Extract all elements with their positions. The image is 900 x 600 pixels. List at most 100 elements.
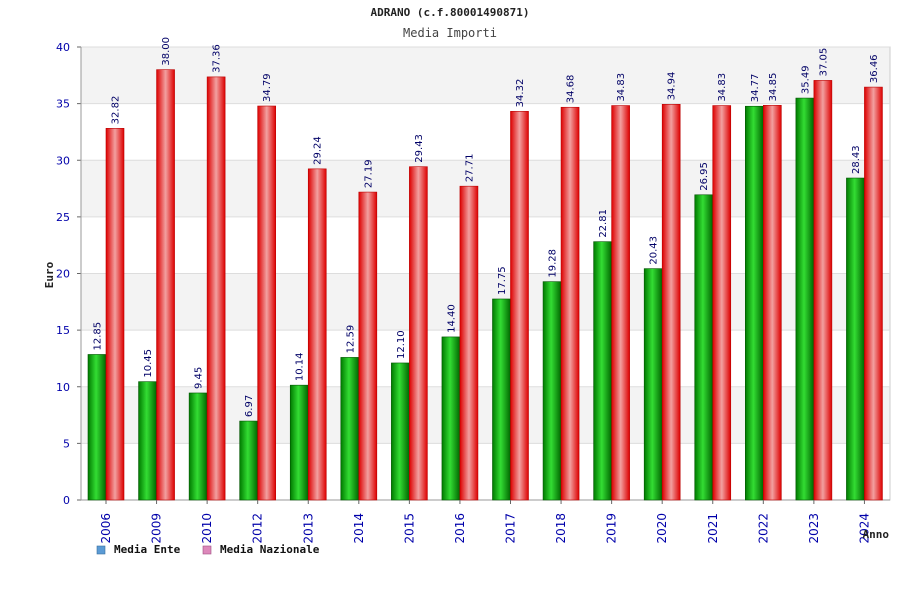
x-tick-label-2023: 2023 bbox=[807, 513, 821, 544]
label-media-nazionale-2014: 27.19 bbox=[363, 159, 374, 188]
label-media-ente-2015: 12.10 bbox=[396, 330, 407, 359]
bar-media-ente-2016 bbox=[441, 336, 461, 501]
label-media-ente-2021: 26.95 bbox=[699, 162, 710, 191]
label-media-nazionale-2020: 34.94 bbox=[667, 72, 678, 101]
bar-media-nazionale-2010 bbox=[206, 76, 226, 501]
label-media-ente-2020: 20.43 bbox=[649, 236, 660, 265]
label-media-ente-2016: 14.40 bbox=[446, 304, 457, 333]
y-tick-label: 35 bbox=[56, 98, 70, 111]
bar-media-ente-2024 bbox=[846, 177, 865, 501]
bar-media-nazionale-2006 bbox=[105, 128, 125, 501]
bar-media-nazionale-2012 bbox=[257, 105, 276, 501]
label-media-ente-2013: 10.14 bbox=[295, 353, 306, 382]
legend-label-media-nazionale: Media Nazionale bbox=[220, 543, 320, 556]
y-tick-label: 25 bbox=[56, 211, 70, 224]
x-axis-ticks: 2006 2009 2010 2012 2013 2014 2015 2016 2017 2018… bbox=[99, 500, 871, 544]
label-media-nazionale-2012: 34.79 bbox=[262, 73, 273, 102]
label-media-nazionale-2024: 36.46 bbox=[869, 54, 880, 83]
legend-swatch-media-ente bbox=[96, 545, 106, 555]
y-tick-label: 5 bbox=[63, 437, 70, 450]
label-media-nazionale-2017: 34.32 bbox=[515, 79, 526, 108]
label-media-nazionale-2022: 34.85 bbox=[768, 73, 779, 102]
bar-media-nazionale-2022 bbox=[763, 105, 782, 501]
label-media-nazionale-2018: 34.68 bbox=[566, 75, 577, 104]
y-tick-label: 40 bbox=[56, 41, 70, 54]
bar-media-ente-2018 bbox=[542, 281, 562, 501]
bar-media-nazionale-2017 bbox=[510, 111, 529, 501]
x-tick-label-2009: 2009 bbox=[150, 513, 164, 544]
x-axis-label: Anno bbox=[863, 528, 890, 541]
bars-group bbox=[87, 69, 883, 501]
x-tick-label-2015: 2015 bbox=[402, 513, 416, 544]
bar-media-nazionale-2014 bbox=[358, 191, 378, 501]
bar-media-ente-2009 bbox=[138, 381, 157, 501]
label-media-nazionale-2013: 29.24 bbox=[313, 136, 324, 165]
x-tick-label-2014: 2014 bbox=[352, 513, 366, 544]
label-media-ente-2024: 28.43 bbox=[851, 145, 862, 174]
y-tick-label: 10 bbox=[56, 381, 70, 394]
legend: Media Ente Media Nazionale bbox=[96, 543, 320, 556]
x-tick-label-2024: 2024 bbox=[857, 513, 871, 544]
legend-label-media-ente: Media Ente bbox=[114, 543, 181, 556]
y-tick-label: 30 bbox=[56, 154, 70, 167]
x-tick-label-2020: 2020 bbox=[655, 513, 669, 544]
x-tick-label-2016: 2016 bbox=[453, 513, 467, 544]
label-media-ente-2019: 22.81 bbox=[598, 209, 609, 238]
bar-media-ente-2023 bbox=[795, 97, 815, 501]
bar-media-nazionale-2019 bbox=[611, 105, 630, 501]
bar-media-nazionale-2018 bbox=[560, 106, 580, 501]
y-tick-label: 0 bbox=[63, 494, 70, 507]
bar-media-nazionale-2020 bbox=[661, 104, 681, 501]
bar-media-nazionale-2009 bbox=[156, 69, 175, 501]
bar-media-ente-2013 bbox=[289, 384, 309, 501]
chart-title: ADRANO (c.f.80001490871) bbox=[371, 6, 530, 19]
bar-media-ente-2022 bbox=[745, 105, 764, 501]
label-media-ente-2012: 6.97 bbox=[244, 395, 255, 417]
bar-media-ente-2019 bbox=[593, 241, 612, 501]
x-tick-label-2006: 2006 bbox=[99, 513, 113, 544]
label-media-ente-2009: 10.45 bbox=[143, 349, 154, 378]
bar-media-nazionale-2024 bbox=[864, 86, 883, 501]
label-media-nazionale-2015: 29.43 bbox=[414, 134, 425, 163]
chart-subtitle: Media Importi bbox=[403, 26, 497, 40]
label-media-nazionale-2023: 37.05 bbox=[818, 48, 829, 77]
label-media-ente-2017: 17.75 bbox=[497, 266, 508, 295]
bar-media-ente-2010 bbox=[188, 392, 208, 501]
label-media-ente-2006: 12.85 bbox=[93, 322, 104, 351]
y-tick-label: 15 bbox=[56, 324, 70, 337]
bar-media-nazionale-2021 bbox=[712, 105, 732, 501]
label-media-ente-2022: 34.77 bbox=[750, 74, 761, 103]
bar-media-nazionale-2023 bbox=[813, 80, 833, 501]
x-tick-label-2019: 2019 bbox=[605, 513, 619, 544]
x-tick-label-2010: 2010 bbox=[200, 513, 214, 544]
bar-media-ente-2012 bbox=[239, 420, 258, 501]
x-tick-label-2018: 2018 bbox=[554, 513, 568, 544]
label-media-nazionale-2021: 34.83 bbox=[717, 73, 728, 102]
bar-media-ente-2020 bbox=[643, 268, 663, 501]
bar-media-nazionale-2015 bbox=[409, 166, 428, 501]
y-axis-label: Euro bbox=[43, 261, 56, 288]
legend-swatch-media-nazionale bbox=[202, 545, 212, 555]
label-media-nazionale-2010: 37.36 bbox=[212, 44, 223, 73]
label-media-nazionale-2016: 27.71 bbox=[464, 154, 475, 183]
bar-labels-group: 12.85 32.82 10.45 38.00 9.45 37.36 6.97 34.79 10… bbox=[93, 37, 880, 417]
label-media-ente-2023: 35.49 bbox=[800, 65, 811, 94]
label-media-nazionale-2006: 32.82 bbox=[111, 96, 122, 125]
bar-media-nazionale-2016 bbox=[459, 185, 479, 501]
bar-media-ente-2014 bbox=[340, 357, 360, 501]
bar-media-ente-2006 bbox=[87, 354, 107, 501]
x-tick-label-2012: 2012 bbox=[251, 513, 265, 544]
label-media-ente-2014: 12.59 bbox=[345, 325, 356, 354]
x-tick-label-2017: 2017 bbox=[504, 513, 518, 544]
x-tick-label-2021: 2021 bbox=[706, 513, 720, 544]
bar-media-ente-2021 bbox=[694, 194, 714, 501]
bar-media-nazionale-2013 bbox=[307, 168, 327, 501]
bar-media-ente-2015 bbox=[391, 362, 410, 501]
bar-media-ente-2017 bbox=[492, 298, 511, 501]
label-media-ente-2010: 9.45 bbox=[194, 367, 205, 389]
x-tick-label-2022: 2022 bbox=[756, 513, 770, 544]
x-tick-label-2013: 2013 bbox=[301, 513, 315, 544]
label-media-nazionale-2019: 34.83 bbox=[616, 73, 627, 102]
y-tick-label: 20 bbox=[56, 268, 70, 281]
